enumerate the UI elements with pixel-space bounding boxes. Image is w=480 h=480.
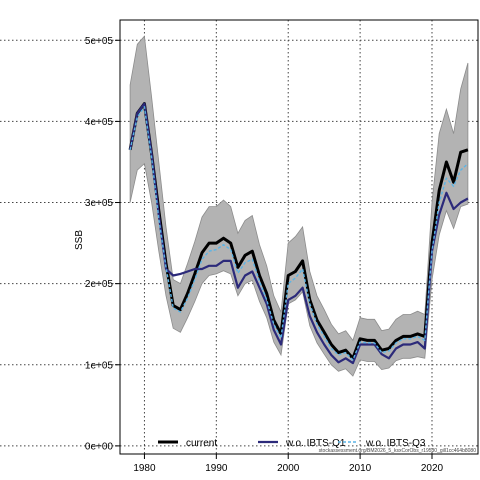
x-tick-label: 2020 [421,463,444,474]
series-lines [128,102,469,365]
x-tick-label: 2000 [277,463,300,474]
legend-label-1: w.o. IBTS-Q1 [285,438,346,449]
y-tick-label: 4e+05 [85,117,114,128]
line-wo-ibts-q3 [129,106,469,361]
y-axis: 0e+00 1e+05 2e+05 3e+05 4e+05 5e+05 [85,36,120,452]
legend: current w.o. IBTS-Q1 w.o. IBTS-Q3 [158,438,426,449]
x-tick-label: 1990 [205,463,228,474]
line-wo-ibts-q1 [129,102,469,365]
x-axis: 1980 1990 2000 2010 2020 [133,454,444,474]
legend-label-2: w.o. IBTS-Q3 [365,438,426,449]
legend-label-0: current [186,438,217,449]
ci-band-current [129,35,469,377]
x-tick-label: 2010 [349,463,372,474]
confidence-band [129,35,469,377]
plot-frame [119,19,479,455]
y-tick-label: 0e+00 [85,441,114,452]
y-tick-label: 1e+05 [85,360,114,371]
y-tick-label: 5e+05 [85,36,114,47]
line-current [128,102,469,360]
y-axis-label: SSB [74,230,85,250]
y-tick-label: 3e+05 [85,198,114,209]
x-tick-label: 1980 [133,463,156,474]
footnote-text: stockassessment.org/BM2026_5_ksxCorObs_r… [319,448,477,454]
y-tick-label: 2e+05 [85,279,114,290]
